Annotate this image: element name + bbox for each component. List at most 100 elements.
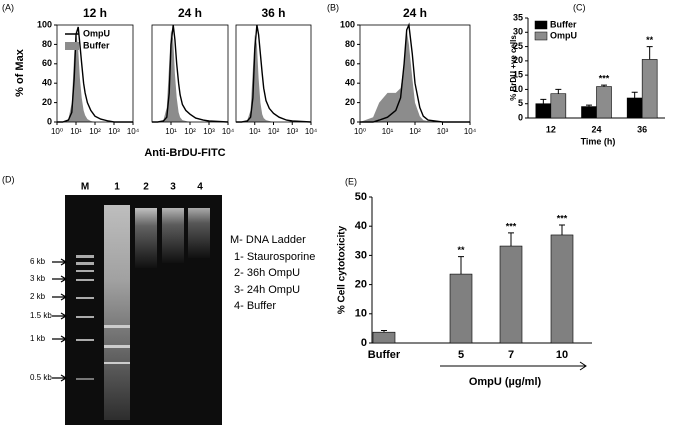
- y-tick-label: 20: [42, 97, 52, 107]
- gel-legend: 4- Buffer: [234, 300, 276, 312]
- histogram-line: [57, 26, 133, 123]
- x-tick-label: 10²: [184, 127, 196, 136]
- bar: [550, 93, 567, 119]
- x-tick-label: 36: [637, 124, 647, 134]
- gel-legend: M- DNA Ladder: [230, 234, 306, 246]
- lane-smear: [162, 208, 184, 263]
- gel-legend: 2- 36h OmpU: [234, 267, 300, 279]
- y-tick-label: 40: [42, 78, 52, 88]
- x-tick-label: 7: [508, 349, 514, 361]
- legend-label: Buffer: [83, 40, 110, 50]
- x-tick-label: 10¹: [165, 127, 177, 136]
- plot-frame: [151, 24, 229, 123]
- significance-label: ***: [599, 74, 610, 84]
- y-tick-label: 100: [37, 19, 52, 29]
- histogram-line: [360, 22, 470, 123]
- subplot-title: 24 h: [403, 6, 427, 20]
- bar: [596, 86, 612, 119]
- y-tick-label: 0: [47, 116, 52, 126]
- x-tick-label: 10²: [268, 127, 280, 136]
- subplot-title: 36 h: [261, 6, 285, 20]
- histogram-area: [57, 29, 133, 122]
- lane-label: M: [81, 182, 89, 193]
- size-marker: 0.5 kb: [30, 373, 52, 382]
- bar: [641, 59, 658, 119]
- x-tick-label: 10³: [437, 127, 449, 136]
- marker-arrow: [52, 374, 68, 382]
- y-tick-label: 100: [340, 19, 355, 29]
- lane-bands: [104, 325, 130, 364]
- legend-swatch: [534, 20, 548, 30]
- y-axis-label: % BrDU +ve cells: [509, 35, 518, 101]
- significance-label: ***: [557, 213, 568, 223]
- y-tick-label: 60: [345, 58, 355, 68]
- x-tick-label: 10⁴: [464, 127, 477, 136]
- y-tick-label: 35: [513, 12, 523, 22]
- y-axis-label: % Cell cytotoxicity: [337, 225, 348, 314]
- lane-smear: [135, 208, 157, 268]
- size-marker: 3 kb: [30, 274, 46, 283]
- gel-image: [65, 195, 222, 425]
- x-tick-label: 24: [591, 124, 601, 134]
- error-bar: [631, 91, 638, 98]
- x-tick-label: 10¹: [70, 127, 82, 136]
- y-tick-label: 25: [513, 41, 523, 51]
- lane-label: 4: [197, 182, 203, 193]
- y-tick-label: 0: [350, 116, 355, 126]
- lane-smear: [188, 208, 210, 258]
- subplot-title: 12 h: [83, 6, 107, 20]
- x-tick-label: 10²: [89, 127, 101, 136]
- significance-label: ***: [506, 221, 517, 231]
- subplot-title: 24 h: [178, 6, 202, 20]
- plot-frame: [235, 24, 312, 123]
- gel-legend: 3- 24h OmpU: [234, 284, 300, 296]
- bar: [535, 103, 552, 119]
- x-tick-label: 10³: [108, 127, 120, 136]
- error-bar: [508, 232, 514, 247]
- error-bar: [559, 224, 565, 235]
- y-tick-label: 0: [518, 112, 523, 122]
- x-tick-label: Buffer: [368, 349, 401, 361]
- y-tick-label: 5: [518, 98, 523, 108]
- y-tick-label: 20: [513, 55, 523, 65]
- bar: [449, 273, 473, 344]
- panel-label: (C): [573, 2, 586, 12]
- bar: [550, 234, 574, 344]
- marker-arrow: [52, 275, 68, 283]
- size-marker: 2 kb: [30, 292, 46, 301]
- y-tick-label: 40: [355, 220, 367, 232]
- marker-arrow: [52, 293, 68, 301]
- lane-smear: [104, 205, 130, 420]
- panel-label: (D): [2, 174, 15, 184]
- y-tick-label: 80: [345, 39, 355, 49]
- y-tick-label: 30: [355, 249, 367, 261]
- y-tick-label: 80: [42, 39, 52, 49]
- x-tick-label: 10⁴: [127, 127, 140, 136]
- panel-label: (B): [327, 2, 339, 12]
- x-tick-label: 10³: [203, 127, 215, 136]
- x-axis-label: Anti-BrDU-FITC: [144, 147, 225, 159]
- y-tick-label: 20: [355, 279, 367, 291]
- bar: [372, 331, 396, 344]
- error-bar: [586, 104, 592, 107]
- significance-label: **: [457, 245, 465, 255]
- y-tick-label: 0: [361, 337, 367, 349]
- histogram-line: [236, 24, 312, 123]
- size-marker: 6 kb: [30, 257, 46, 266]
- legend-label: OmpU: [83, 28, 110, 38]
- x-tick-label: 10: [556, 349, 568, 361]
- dose-arrow: [440, 361, 587, 371]
- error-bar: [458, 256, 464, 275]
- x-tick-label: 12: [546, 124, 556, 134]
- x-tick-label: 10³: [286, 127, 298, 136]
- y-tick-label: 20: [345, 97, 355, 107]
- x-tick-label: 10⁰: [354, 127, 366, 136]
- x-tick-label: 10¹: [382, 127, 394, 136]
- legend-label: Buffer: [550, 19, 577, 29]
- panel-label: (E): [345, 176, 357, 186]
- legend-label: OmpU: [550, 30, 577, 40]
- error-bar: [601, 84, 607, 87]
- y-tick-label: 10: [355, 308, 367, 320]
- lane-label: 2: [143, 182, 149, 193]
- error-bar: [381, 329, 387, 333]
